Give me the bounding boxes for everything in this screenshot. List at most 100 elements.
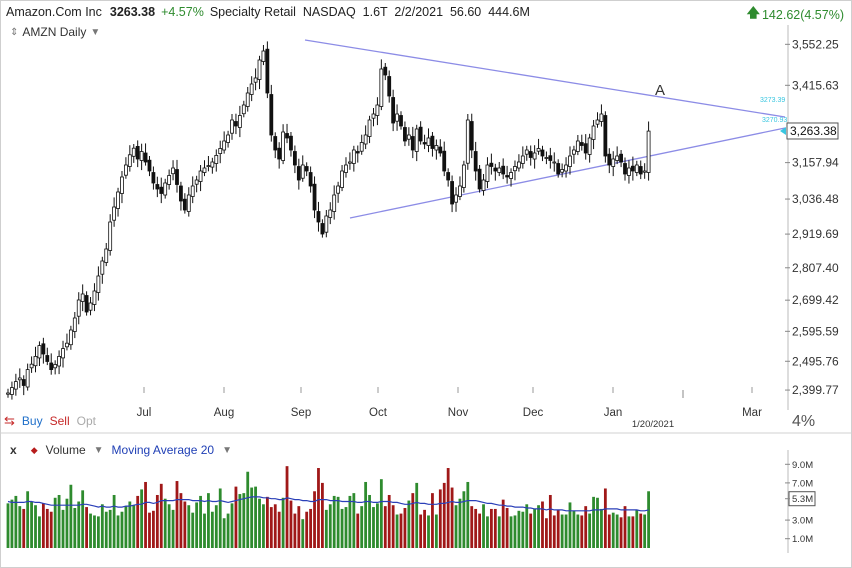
volume-bar bbox=[627, 516, 631, 548]
volume-bar bbox=[155, 494, 159, 548]
candle bbox=[497, 162, 502, 177]
candle bbox=[351, 145, 356, 172]
candle-body bbox=[190, 185, 195, 197]
candle-body bbox=[92, 290, 97, 305]
volume-bar bbox=[81, 490, 85, 548]
candle bbox=[619, 150, 623, 168]
candle bbox=[253, 68, 258, 91]
volume-bar bbox=[584, 506, 588, 548]
candle-body bbox=[37, 345, 42, 359]
volume-bar bbox=[250, 487, 254, 548]
volume-bar bbox=[195, 502, 199, 548]
candle bbox=[147, 156, 152, 177]
sell-button[interactable]: Sell bbox=[49, 414, 70, 428]
candle bbox=[88, 297, 93, 316]
candle-body bbox=[406, 134, 411, 140]
volume-bar bbox=[45, 508, 49, 548]
candle bbox=[127, 145, 132, 172]
candle bbox=[332, 185, 337, 220]
last-price-tag-text: 3,263.38 bbox=[790, 124, 837, 138]
candle-body bbox=[615, 155, 620, 161]
x-tick-label: Mar bbox=[742, 407, 762, 419]
candle bbox=[328, 202, 333, 225]
candle-body bbox=[642, 170, 647, 173]
candle bbox=[53, 360, 58, 375]
volume-bar bbox=[450, 487, 454, 548]
candle-body bbox=[112, 206, 117, 221]
candle-body bbox=[171, 167, 175, 175]
volume-bar bbox=[203, 513, 206, 548]
candle-body bbox=[277, 147, 282, 160]
candle bbox=[587, 133, 592, 163]
candle-body bbox=[21, 379, 26, 386]
chevron-down-icon[interactable]: ▼ bbox=[90, 26, 101, 38]
candle-body bbox=[45, 355, 50, 362]
symbol-selector[interactable]: ⇕ AMZN Daily ▼ bbox=[10, 25, 100, 39]
candle bbox=[493, 163, 498, 181]
volume-bar bbox=[462, 491, 466, 548]
candle-body bbox=[61, 348, 65, 359]
volume-bar bbox=[600, 508, 603, 548]
volume-bar bbox=[415, 482, 419, 548]
remove-indicator-icon[interactable]: ◆ bbox=[30, 444, 38, 455]
candle-body bbox=[179, 185, 183, 202]
candle bbox=[348, 152, 352, 170]
candle-body bbox=[285, 133, 289, 139]
candle-body bbox=[198, 170, 203, 182]
candle bbox=[214, 149, 219, 172]
candle bbox=[418, 121, 423, 145]
volume-bar bbox=[144, 481, 147, 548]
y-tick-label: 2,919.69 bbox=[792, 227, 839, 241]
candle-body bbox=[249, 83, 254, 95]
candle bbox=[363, 125, 368, 150]
candle-body bbox=[528, 151, 533, 158]
buy-button[interactable]: Buy bbox=[21, 414, 43, 428]
candle-body bbox=[210, 161, 215, 168]
candle bbox=[261, 45, 266, 66]
candle bbox=[304, 162, 309, 177]
candle-body bbox=[304, 166, 309, 172]
candle-body bbox=[332, 194, 337, 212]
volume-bar bbox=[128, 501, 132, 548]
candle bbox=[395, 104, 399, 131]
chevron-down-icon[interactable]: ▼ bbox=[93, 444, 104, 456]
candle-body bbox=[509, 172, 513, 179]
candle-body bbox=[473, 151, 478, 172]
volume-bar bbox=[34, 505, 37, 548]
volume-bar bbox=[136, 495, 140, 548]
volume-bar bbox=[246, 471, 250, 548]
candle bbox=[222, 131, 227, 154]
volume-bar bbox=[537, 505, 540, 548]
y-tick-label: 2,699.42 bbox=[792, 293, 839, 307]
volume-bar bbox=[207, 493, 210, 548]
volume-bar bbox=[368, 494, 371, 548]
close-panel-button[interactable]: x bbox=[10, 443, 17, 457]
candle bbox=[292, 145, 297, 174]
y-tick-label: 2,807.40 bbox=[792, 261, 839, 275]
candle bbox=[603, 111, 608, 163]
volume-tick-label: 1.0M bbox=[792, 534, 813, 545]
volume-bar bbox=[69, 484, 73, 548]
candle bbox=[151, 166, 156, 190]
scale-percent-label: 4% bbox=[792, 413, 816, 430]
volume-bar bbox=[152, 510, 155, 548]
candle-body bbox=[324, 215, 329, 233]
candle bbox=[269, 84, 274, 142]
candle-body bbox=[234, 121, 238, 127]
volume-bar bbox=[348, 495, 352, 548]
candle-body bbox=[230, 119, 234, 134]
volume-bar bbox=[603, 488, 607, 548]
volume-bar bbox=[167, 504, 171, 548]
last-price-tag bbox=[786, 122, 839, 140]
chevron-down-icon[interactable]: ▼ bbox=[222, 444, 232, 456]
candle-body bbox=[253, 77, 258, 83]
candle bbox=[642, 163, 647, 179]
sort-arrows-icon[interactable]: ⇕ bbox=[10, 26, 19, 38]
candle bbox=[241, 100, 246, 118]
candle-body bbox=[289, 135, 293, 151]
candle bbox=[120, 171, 124, 204]
options-button[interactable]: Opt bbox=[76, 414, 96, 428]
volume-bar bbox=[96, 516, 100, 548]
trade-icon[interactable]: ⇆ bbox=[4, 413, 15, 428]
